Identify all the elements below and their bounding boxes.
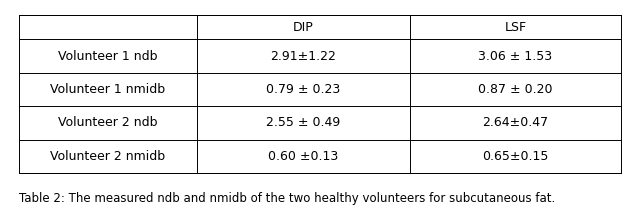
Text: 3.06 ± 1.53: 3.06 ± 1.53	[479, 50, 552, 62]
Text: 0.87 ± 0.20: 0.87 ± 0.20	[478, 83, 553, 96]
Text: 0.79 ± 0.23: 0.79 ± 0.23	[266, 83, 340, 96]
Text: DIP: DIP	[293, 20, 314, 34]
Text: Volunteer 2 ndb: Volunteer 2 ndb	[58, 116, 157, 129]
Text: 2.55 ± 0.49: 2.55 ± 0.49	[266, 116, 340, 129]
Bar	[19, 15, 621, 173]
Text: LSF: LSF	[504, 20, 527, 34]
Text: Volunteer 1 ndb: Volunteer 1 ndb	[58, 50, 157, 62]
Text: Table 2: The measured ndb and nmidb of the two healthy volunteers for subcutaneo: Table 2: The measured ndb and nmidb of t…	[19, 192, 556, 205]
Text: Volunteer 2 nmidb: Volunteer 2 nmidb	[51, 150, 166, 163]
Text: Volunteer 1 nmidb: Volunteer 1 nmidb	[51, 83, 166, 96]
Text: 0.60 ±0.13: 0.60 ±0.13	[268, 150, 339, 163]
Text: 2.91±1.22: 2.91±1.22	[271, 50, 337, 62]
Text: 2.64±0.47: 2.64±0.47	[483, 116, 548, 129]
Text: 0.65±0.15: 0.65±0.15	[483, 150, 548, 163]
